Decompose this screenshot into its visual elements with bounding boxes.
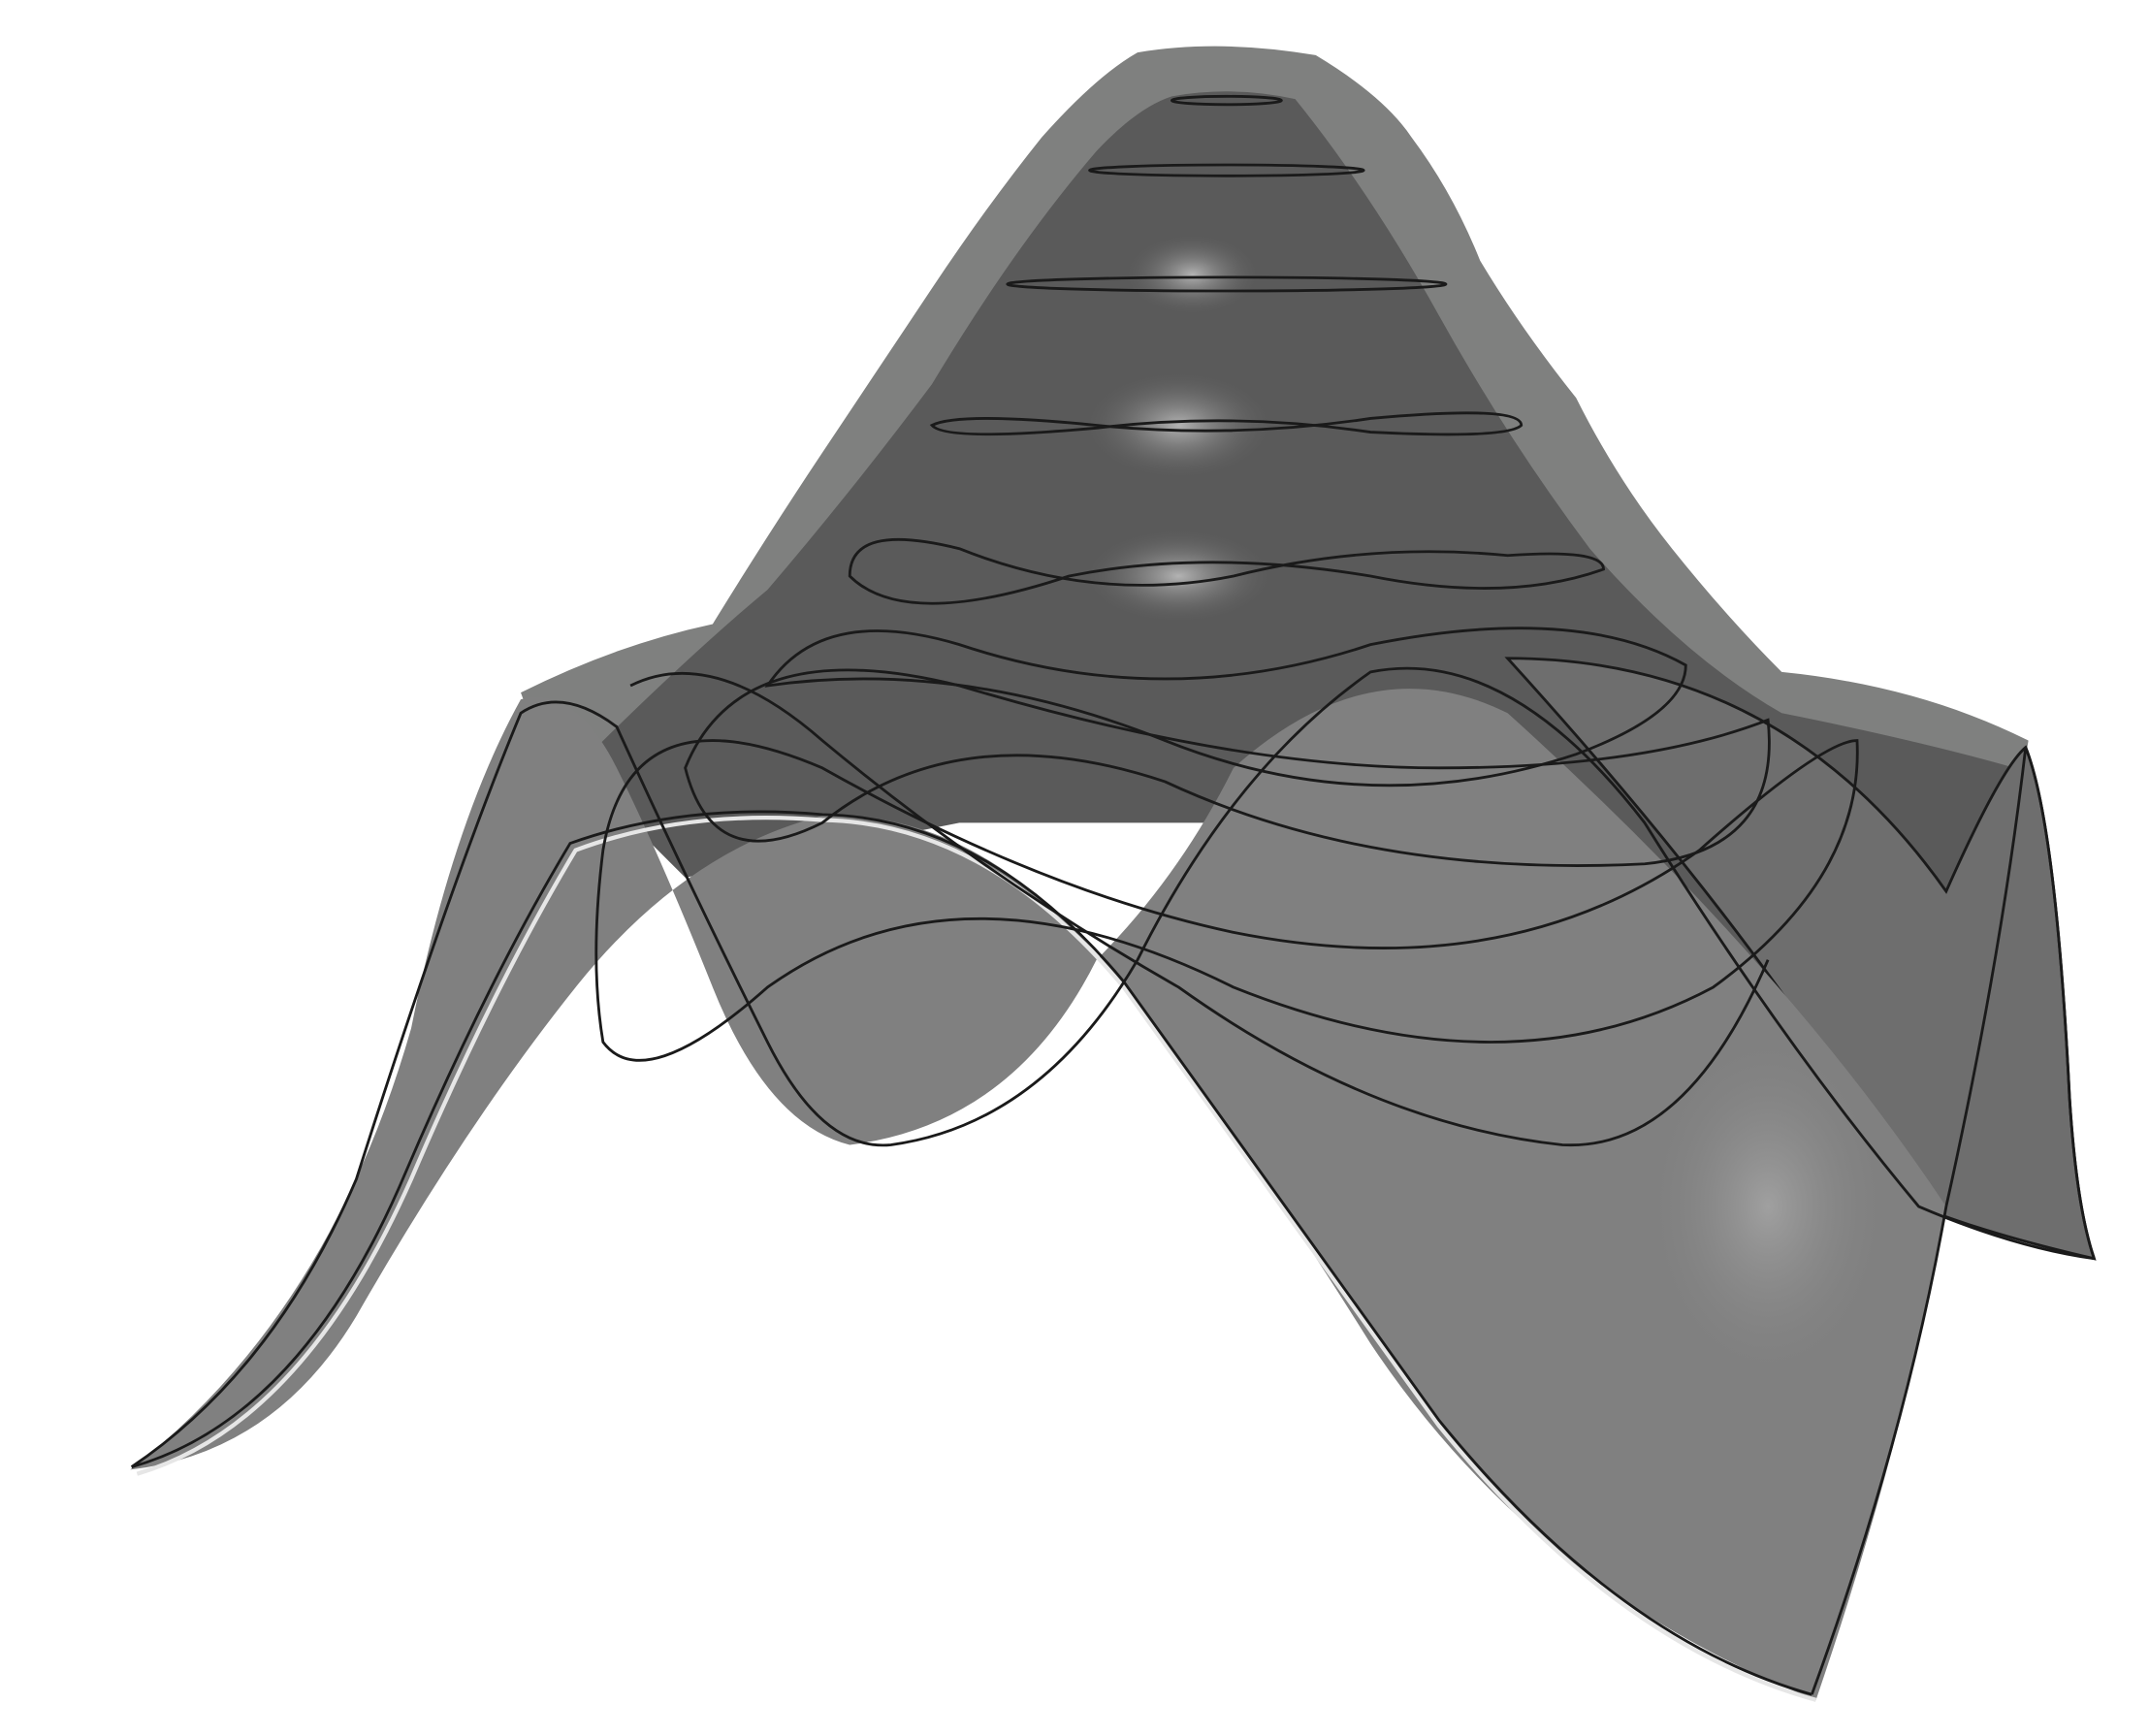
- edge: [130, 666, 2095, 1468]
- specular: [1123, 233, 1262, 316]
- front-sheet: [130, 689, 1946, 1700]
- contour: [629, 671, 1770, 1147]
- edge: [131, 810, 1812, 1696]
- contour: [764, 627, 1687, 788]
- specular: [1644, 1028, 1892, 1385]
- contour: [1088, 163, 1365, 177]
- contour-lines: [594, 94, 1859, 1147]
- edge-highlight: [136, 816, 1817, 1702]
- contour: [594, 739, 1859, 1062]
- contour: [929, 411, 1524, 436]
- specular: [1082, 370, 1275, 481]
- contour: [684, 668, 1771, 867]
- edge: [1811, 747, 2096, 1695]
- contour: [1006, 275, 1448, 293]
- specular: [1082, 528, 1275, 625]
- contour: [848, 537, 1605, 605]
- contour: [1170, 94, 1283, 107]
